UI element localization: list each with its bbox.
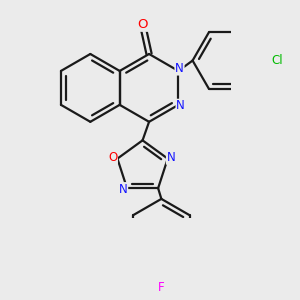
Text: N: N xyxy=(167,151,175,164)
Text: F: F xyxy=(158,281,165,294)
Text: O: O xyxy=(108,151,117,164)
Text: Cl: Cl xyxy=(272,54,283,67)
Text: O: O xyxy=(137,18,148,31)
Text: N: N xyxy=(175,62,184,75)
Text: N: N xyxy=(119,183,128,196)
Text: N: N xyxy=(176,99,185,112)
